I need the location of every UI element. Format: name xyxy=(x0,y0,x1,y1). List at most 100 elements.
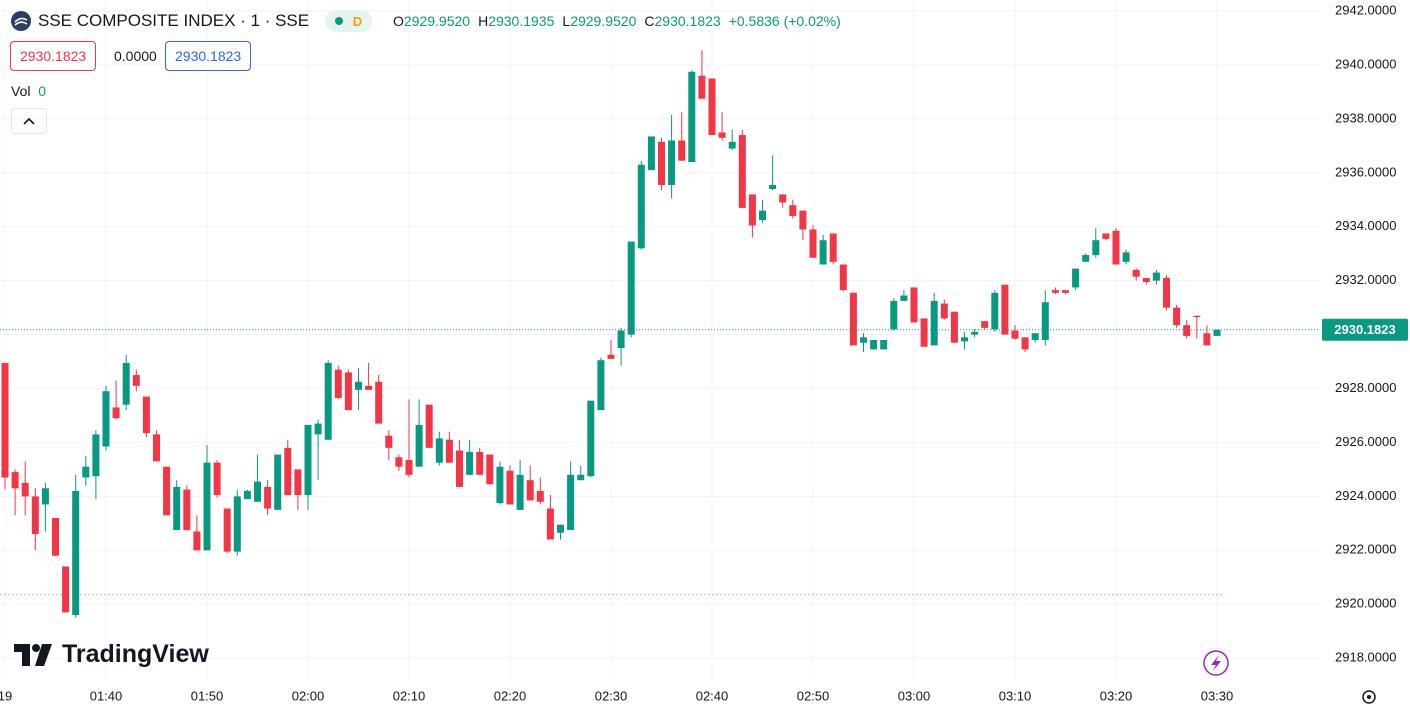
candle-body xyxy=(72,490,80,616)
candle-body xyxy=(678,140,686,161)
candle-body xyxy=(708,78,716,136)
candle-body xyxy=(1203,333,1211,346)
alert-bolt xyxy=(1211,655,1221,671)
y-tick-label: 2922.0000 xyxy=(1335,542,1396,557)
candle-body xyxy=(718,132,726,138)
candle-body xyxy=(1193,315,1201,318)
symbol-icon xyxy=(11,11,31,31)
candle-body xyxy=(789,205,797,216)
candle-body xyxy=(668,140,676,185)
candle-body xyxy=(142,396,150,434)
collapse-button[interactable] xyxy=(11,108,47,134)
candle-body xyxy=(950,311,958,343)
candle-body xyxy=(910,287,918,323)
candle-body xyxy=(1213,329,1221,336)
volume-legend: Vol 0 xyxy=(11,83,46,99)
ohlc-legend: O2929.9520 H2930.1935 L2929.9520 C2930.1823… xyxy=(393,13,841,29)
candle-body xyxy=(476,451,484,475)
candle-body xyxy=(153,434,160,462)
ohlc-key: H xyxy=(478,13,489,29)
candle-body xyxy=(728,141,736,149)
y-tick-label: 2938.0000 xyxy=(1335,110,1396,125)
candle-body xyxy=(546,508,554,540)
candle-body xyxy=(355,381,362,390)
x-tick-label: 01:50 xyxy=(191,688,224,703)
candle-body xyxy=(314,423,322,435)
y-tick-label: 2926.0000 xyxy=(1335,434,1396,449)
candle-body xyxy=(445,439,453,463)
candle-body xyxy=(1163,277,1170,308)
candle-body xyxy=(193,531,201,551)
watermark-text: TradingView xyxy=(62,640,209,668)
symbol-row: SSE COMPOSITE INDEX · 1 · SSE xyxy=(10,10,309,32)
candle-body xyxy=(607,354,615,359)
x-tick-label: 02:10 xyxy=(393,688,426,703)
x-tick-label: 02:30 xyxy=(595,688,628,703)
candle-body xyxy=(304,424,312,496)
price-label: 2930.1823 xyxy=(1334,322,1395,337)
candle-body xyxy=(1102,233,1110,239)
symbol[interactable]: SSE COMPOSITE INDEX · 1 · SSE xyxy=(38,11,310,30)
candle-body xyxy=(920,318,928,347)
candle-body xyxy=(415,424,423,467)
candle-body xyxy=(769,184,777,190)
candle-body xyxy=(1,362,9,478)
candle-body xyxy=(375,381,383,424)
ohlc-value: 2929.9520 xyxy=(403,13,471,29)
y-tick-label: 2934.0000 xyxy=(1335,218,1396,233)
watermark: TradingView xyxy=(14,640,209,669)
x-tick-label: 03:10 xyxy=(999,688,1032,703)
y-tick-label: 2928.0000 xyxy=(1335,380,1396,395)
candle-body xyxy=(425,404,433,448)
ask-box[interactable]: 2930.1823 xyxy=(165,41,252,71)
candle-body xyxy=(1122,252,1130,262)
candle-body xyxy=(688,71,696,163)
settings-dot xyxy=(1367,695,1371,699)
candle-body xyxy=(748,194,756,226)
candle-body xyxy=(1041,302,1049,340)
candle-body xyxy=(1152,272,1160,281)
status-pill[interactable]: D xyxy=(325,10,372,32)
candle-body xyxy=(294,469,302,496)
candle-body xyxy=(536,490,544,502)
badge: D xyxy=(352,13,363,29)
candle-body xyxy=(1142,277,1150,283)
alert-icon xyxy=(1203,650,1229,676)
candle-body xyxy=(456,450,463,487)
market-dot xyxy=(334,17,343,25)
candle-body xyxy=(647,136,655,171)
y-tick-label: 2918.0000 xyxy=(1335,650,1396,665)
price-label-box xyxy=(1322,318,1408,341)
candle-body xyxy=(779,194,787,203)
volume-label: Vol xyxy=(11,83,31,99)
candle-body xyxy=(637,164,645,249)
candle-body xyxy=(849,292,857,346)
candle-body xyxy=(1031,333,1039,340)
candle-body xyxy=(223,508,231,552)
x-tick-label: 03:00 xyxy=(898,688,931,703)
candle-body xyxy=(395,457,403,467)
candle-body xyxy=(496,466,504,504)
candle-body xyxy=(243,490,251,500)
x-tick-label: 02:20 xyxy=(494,688,527,703)
x-tick-label: 02:40 xyxy=(696,688,729,703)
candle-body xyxy=(829,233,837,262)
candle-body xyxy=(324,362,332,440)
candle-body xyxy=(981,321,989,328)
candle-body xyxy=(890,300,898,330)
ohlc-value: 2930.1935 xyxy=(488,13,555,29)
ohlc-value: 2930.1823 xyxy=(654,13,721,29)
candle-body xyxy=(1051,290,1059,293)
x-tick-label: 02:00 xyxy=(292,688,325,703)
candle-body xyxy=(617,330,625,349)
settings-icon xyxy=(1362,690,1376,704)
candle-body xyxy=(435,438,443,463)
candle-body xyxy=(839,264,847,291)
bid-box[interactable]: 2930.1823 xyxy=(10,41,97,71)
candle-body xyxy=(183,489,191,531)
chevron xyxy=(23,117,35,125)
candle-body xyxy=(870,340,878,350)
candle-body xyxy=(92,434,100,477)
candle-body xyxy=(1173,307,1181,326)
